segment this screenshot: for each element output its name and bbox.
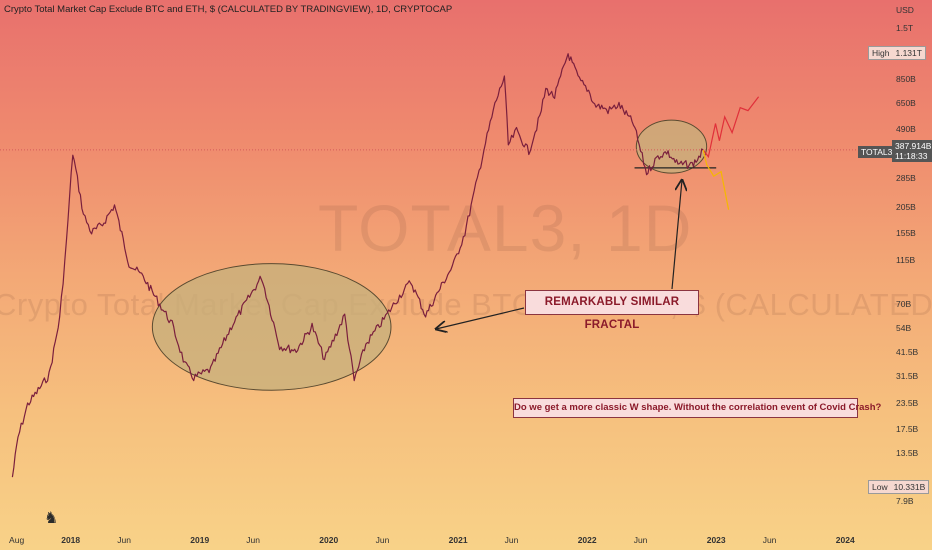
y-tick-label: 17.5B: [896, 424, 919, 435]
x-tick-label: 2022: [577, 535, 597, 545]
y-tick-label: 490B: [896, 123, 916, 134]
price-series-line: [11, 53, 704, 478]
x-tick-label: Jun: [117, 535, 131, 545]
price-axis[interactable]: USD 1.5T 850B 650B 490B 285B 205B 155B 115B 70B 5…: [888, 0, 932, 550]
w-shape-question-annotation[interactable]: Do we get a more classic W shape. Withou…: [513, 398, 881, 418]
projection-up-line: [702, 96, 760, 159]
fractal-ellipse-2019: [151, 263, 392, 391]
x-tick-label: Jun: [246, 535, 260, 545]
y-tick-label: 155B: [896, 227, 916, 238]
y-tick-label: 115B: [896, 254, 916, 265]
arrow-to-2019-fractal: [436, 307, 525, 329]
projection-down-line: [702, 149, 730, 210]
y-tick-label: 650B: [896, 98, 916, 109]
bar-countdown: 11:18:33: [895, 151, 928, 161]
low-label-name: Low: [872, 482, 888, 492]
tradingview-logo-icon[interactable]: ♞: [44, 510, 59, 527]
last-price-tag: 387.914B 11:18:33: [892, 140, 932, 162]
x-tick-label: 2019: [190, 535, 210, 545]
fractal-annotation[interactable]: REMARKABLY SIMILAR FRACTAL: [525, 290, 699, 331]
chart-title: Crypto Total Market Cap Exclude BTC and …: [4, 4, 453, 15]
high-label: High 1.131T: [868, 46, 926, 60]
high-label-value: 1.131T: [895, 48, 922, 58]
y-tick-label: 850B: [896, 74, 916, 85]
x-tick-label: 2018: [61, 535, 81, 545]
y-tick-label: 54B: [896, 322, 912, 333]
symbol-tag: TOTAL3: [858, 146, 896, 158]
x-tick-label: 2020: [319, 535, 339, 545]
fractal-ellipse-2022: [635, 119, 708, 174]
y-tick-label: 13.5B: [896, 447, 919, 458]
x-tick-label: Jun: [504, 535, 519, 545]
x-tick-label: 2021: [448, 535, 468, 545]
y-tick-label: 285B: [896, 172, 916, 183]
high-label-name: High: [872, 48, 890, 58]
y-tick-label: 70B: [896, 299, 912, 310]
y-tick-label: 23.5B: [896, 397, 919, 408]
x-tick-label: 2023: [706, 535, 726, 545]
x-tick-label: Aug: [9, 535, 25, 545]
low-label: Low 10.331B: [868, 480, 930, 494]
last-price-value: 387.914B: [895, 141, 932, 151]
y-tick-label: 31.5B: [896, 371, 919, 382]
x-tick-label: Jun: [762, 535, 777, 545]
x-tick-label: Jun: [375, 535, 390, 545]
y-tick-label: 1.5T: [896, 23, 914, 33]
x-tick-label: Jun: [633, 535, 648, 545]
x-tick-label: 2024: [835, 535, 855, 545]
y-tick-label: 41.5B: [896, 346, 919, 357]
currency-label: USD: [896, 5, 914, 15]
y-tick-label: 7.9B: [896, 496, 914, 507]
low-label-value: 10.331B: [893, 482, 926, 492]
arrow-to-2022-fractal: [671, 180, 682, 290]
y-tick-label: 205B: [896, 202, 916, 213]
